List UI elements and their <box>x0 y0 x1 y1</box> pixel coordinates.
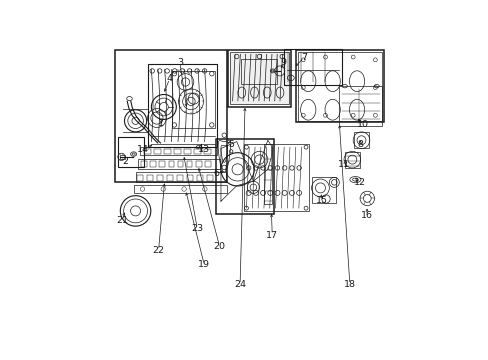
Bar <box>173 149 181 154</box>
Bar <box>228 50 290 107</box>
Bar <box>205 161 210 167</box>
Bar <box>183 149 190 154</box>
Bar <box>143 149 150 154</box>
Bar <box>137 175 143 181</box>
Bar <box>120 155 125 159</box>
Bar <box>117 138 143 167</box>
Bar <box>339 86 382 126</box>
Bar <box>193 149 200 154</box>
Bar <box>177 175 183 181</box>
Bar <box>186 161 192 167</box>
Bar <box>177 161 183 167</box>
Text: 19: 19 <box>198 261 210 269</box>
Text: 8: 8 <box>356 140 363 149</box>
Text: 23: 23 <box>191 224 203 233</box>
Bar <box>264 144 272 204</box>
Text: 3: 3 <box>177 58 183 67</box>
Bar <box>196 161 201 167</box>
Bar <box>138 159 220 169</box>
Text: 16: 16 <box>360 211 372 220</box>
Bar <box>353 132 368 148</box>
Bar <box>311 177 335 203</box>
Bar <box>150 161 156 167</box>
Text: 7: 7 <box>301 53 306 62</box>
Bar <box>284 49 342 85</box>
Bar <box>168 161 174 167</box>
Bar <box>115 50 226 182</box>
Text: 14: 14 <box>136 145 148 154</box>
Text: 21: 21 <box>116 216 128 225</box>
Text: 13: 13 <box>198 145 210 154</box>
Bar <box>229 51 289 104</box>
Text: 11: 11 <box>337 160 349 169</box>
Text: 22: 22 <box>152 246 164 255</box>
Bar <box>135 172 225 183</box>
Bar <box>154 149 161 154</box>
Bar <box>243 144 308 211</box>
Bar <box>296 50 383 122</box>
Bar <box>141 161 146 167</box>
Bar <box>134 185 226 193</box>
Bar <box>186 175 193 181</box>
Text: 24: 24 <box>234 280 245 289</box>
Bar <box>159 161 164 167</box>
Bar <box>157 175 163 181</box>
Text: 15: 15 <box>315 196 327 205</box>
Text: 20: 20 <box>213 242 225 251</box>
Bar <box>163 149 170 154</box>
Text: 2: 2 <box>122 157 128 166</box>
Text: 1: 1 <box>157 118 163 127</box>
Bar <box>203 149 210 154</box>
Text: 5: 5 <box>228 140 234 149</box>
Bar <box>197 175 203 181</box>
Text: 9: 9 <box>280 58 286 67</box>
Bar <box>241 59 276 84</box>
Text: 4: 4 <box>166 74 172 83</box>
Bar <box>297 51 382 121</box>
Bar <box>146 175 153 181</box>
Bar <box>166 175 173 181</box>
Bar <box>344 152 359 168</box>
Bar <box>206 175 212 181</box>
Bar <box>216 139 274 214</box>
Text: 12: 12 <box>353 178 365 187</box>
Text: 18: 18 <box>343 280 355 289</box>
Text: 10: 10 <box>356 121 368 130</box>
Text: 17: 17 <box>265 230 278 239</box>
Bar <box>140 147 217 156</box>
Bar <box>171 71 214 128</box>
Text: 6: 6 <box>213 169 219 178</box>
